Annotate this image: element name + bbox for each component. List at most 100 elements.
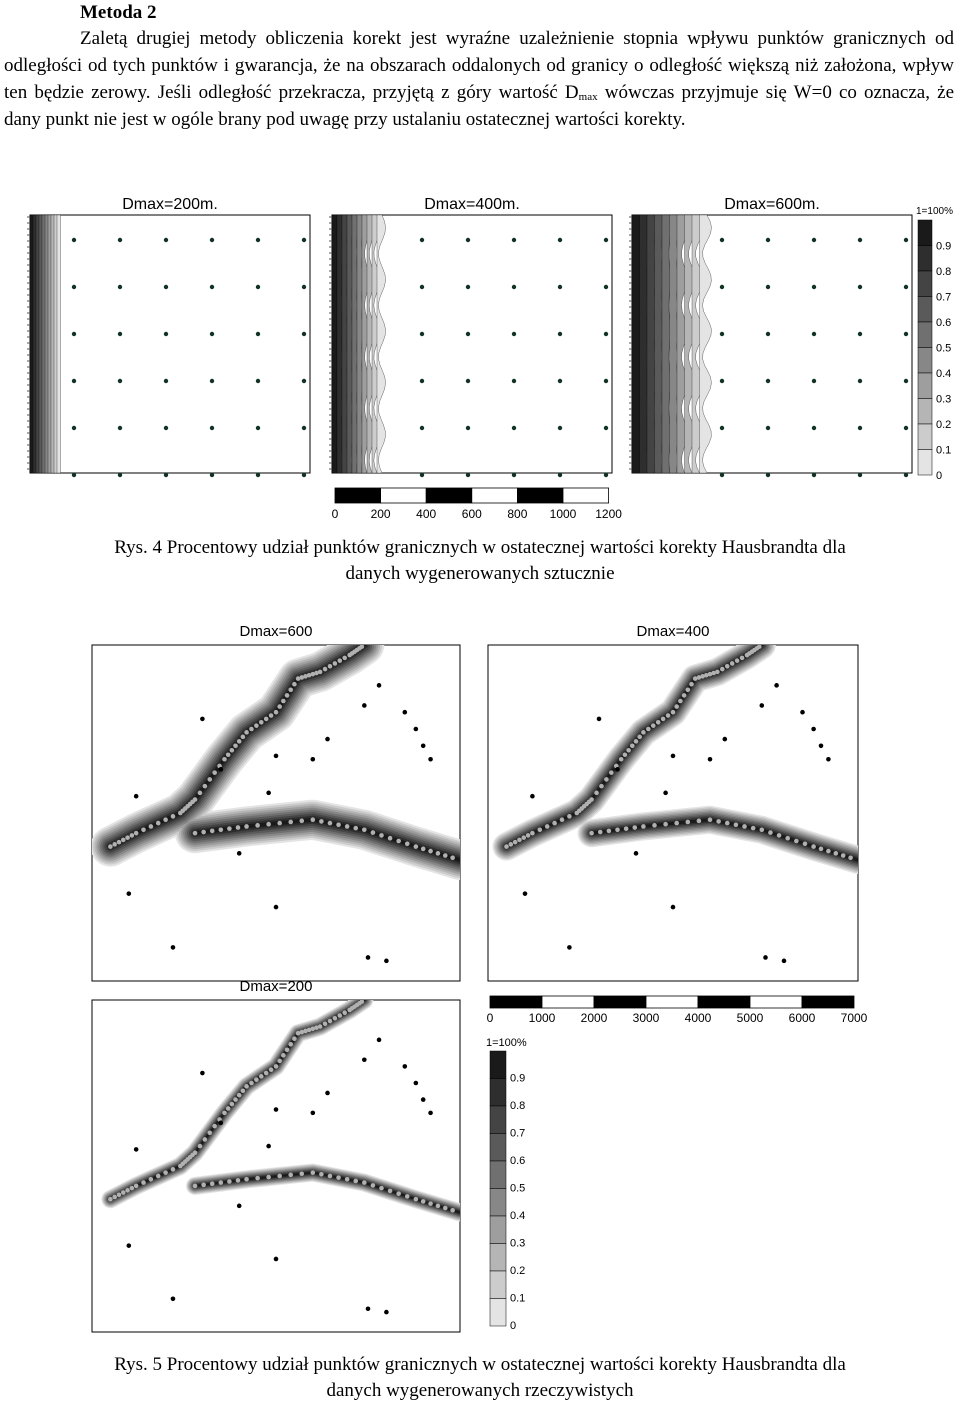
fig5-boundary-point xyxy=(327,820,333,826)
fig5-boundary-point xyxy=(129,833,135,838)
fig5-scale-label: 7000 xyxy=(841,1011,868,1025)
fig5-boundary-point xyxy=(255,1175,260,1181)
fig5-boundary-point xyxy=(207,1130,213,1136)
fig4-point xyxy=(419,472,425,478)
fig5-point xyxy=(818,743,824,749)
fig5-point xyxy=(218,1120,224,1126)
fig4-point xyxy=(603,237,609,243)
fig5-boundary-point xyxy=(244,824,249,829)
fig5-boundary-point xyxy=(742,824,747,829)
paragraph-part-1: Zaletą drugiej metody obliczenia korekt … xyxy=(4,28,954,103)
fig5-boundary-point xyxy=(396,838,401,844)
fig5-boundary-point xyxy=(413,844,419,849)
fig4-point xyxy=(557,425,563,431)
fig5-boundary-point xyxy=(512,839,518,845)
fig5-boundary-point xyxy=(508,842,514,847)
fig5-boundary-point xyxy=(292,1036,297,1042)
fig5-point xyxy=(522,891,528,896)
fig5-boundary-point xyxy=(359,1000,365,1004)
fig5-boundary-point xyxy=(288,819,294,825)
fig4-contour-band xyxy=(639,214,648,474)
fig4-contour-band xyxy=(341,214,348,474)
fig5-boundary-point xyxy=(552,820,557,826)
fig5-point xyxy=(811,726,816,732)
fig5-boundary-point xyxy=(112,1194,117,1200)
fig5-boundary-point xyxy=(277,820,282,826)
fig5-boundary-point xyxy=(299,1171,305,1177)
figure-4-scalebar: 0 200 400 600 800 1000 1200 xyxy=(332,487,622,521)
fig5-boundary-point xyxy=(504,844,509,849)
fig5-boundary-point xyxy=(733,822,739,828)
fig5-boundary-point xyxy=(692,676,698,681)
fig4-legend-swatch xyxy=(917,423,933,450)
fig4-legend-label: 0.2 xyxy=(936,419,951,431)
fig5-point xyxy=(273,904,279,910)
fig5-boundary-point xyxy=(696,818,702,824)
fig5-boundary-point xyxy=(244,1084,249,1089)
fig5-boundary-point xyxy=(258,719,264,725)
fig5-boundary-point xyxy=(319,1172,324,1177)
fig5-boundary-point xyxy=(125,1188,130,1193)
fig5-boundary-point xyxy=(379,833,384,838)
fig5-boundary-point xyxy=(129,1185,135,1191)
fig4-point xyxy=(719,472,725,478)
fig4-point xyxy=(419,237,425,243)
fig5-boundary-point xyxy=(192,797,198,802)
fig5-legend-swatch xyxy=(489,1078,507,1107)
fig5-boundary-point xyxy=(396,1191,401,1196)
fig4-point xyxy=(603,284,609,290)
fig4-point xyxy=(903,284,909,290)
fig4-scale-segment xyxy=(380,487,427,504)
fig4-point xyxy=(857,425,863,431)
fig5-boundary-point xyxy=(133,1183,139,1189)
fig5-boundary-point xyxy=(759,827,765,833)
fig5-legend-swatch xyxy=(489,1050,507,1079)
fig5-boundary-point xyxy=(716,819,721,824)
fig5-boundary-point xyxy=(170,1167,176,1172)
fig5-boundary-point xyxy=(229,1101,235,1107)
fig5-legend-swatch xyxy=(489,1133,507,1162)
fig5-point xyxy=(615,767,620,772)
fig4-legend-swatch xyxy=(917,296,933,323)
fig4-point xyxy=(765,472,771,478)
fig4-point xyxy=(465,378,471,384)
fig5-scale-label: 4000 xyxy=(685,1011,712,1025)
fig5-boundary-point xyxy=(342,655,347,661)
fig5-point xyxy=(200,716,205,722)
fig5-legend-label: 0.3 xyxy=(510,1238,525,1250)
fig5-boundary-point xyxy=(108,844,113,849)
fig4-legend-label: 1=100% xyxy=(916,206,953,217)
fig5-point xyxy=(365,1306,371,1312)
fig5-scale-segment xyxy=(801,995,855,1009)
fig5-point xyxy=(759,703,765,708)
fig5-scale-segment xyxy=(749,995,803,1009)
fig5-boundary-point xyxy=(637,734,642,740)
fig4-point xyxy=(465,284,471,290)
fig5-boundary-point xyxy=(288,1172,294,1178)
fig5-boundary-point xyxy=(420,846,426,852)
fig5-boundary-point xyxy=(310,671,316,677)
fig4-contour-band xyxy=(661,214,671,474)
fig5-legend-label: 0.2 xyxy=(510,1265,525,1277)
fig5-boundary-point xyxy=(288,1041,294,1047)
fig4-legend-swatch xyxy=(917,347,933,374)
fig5-legend-swatch xyxy=(489,1160,507,1189)
fig4-point xyxy=(117,378,123,384)
fig5-boundary-point xyxy=(696,675,702,680)
fig4-point xyxy=(255,331,261,337)
fig4-point xyxy=(557,331,563,337)
fig4-contour-band xyxy=(331,214,338,474)
fig5-boundary-point xyxy=(227,1179,232,1184)
fig5-point xyxy=(376,1037,382,1043)
fig5-boundary-point xyxy=(229,747,235,753)
fig5-point xyxy=(133,1147,139,1152)
fig5-point xyxy=(325,1090,330,1096)
fig5-boundary-point xyxy=(630,743,635,749)
fig4-point xyxy=(301,378,307,384)
fig5-boundary-point xyxy=(342,1010,347,1016)
fig5-boundary-point xyxy=(623,826,629,831)
fig4-point xyxy=(163,237,169,243)
fig5-boundary-point xyxy=(665,713,671,718)
fig5-boundary-point xyxy=(306,672,312,678)
fig4-legend-label: 0.8 xyxy=(936,266,951,278)
